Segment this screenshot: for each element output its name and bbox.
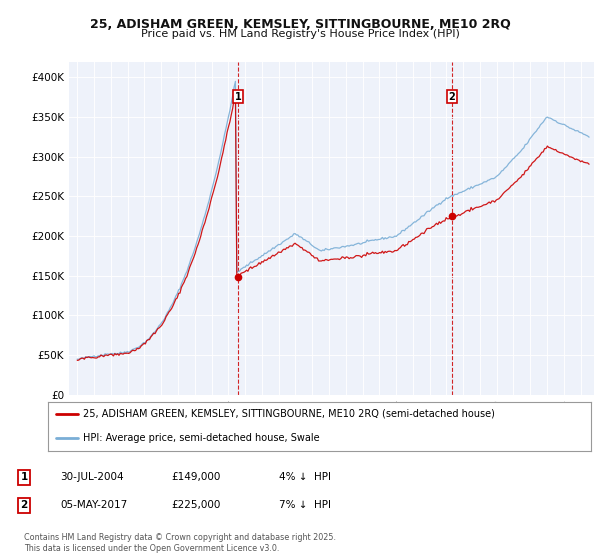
Text: £149,000: £149,000 [171,472,220,482]
Text: 2: 2 [449,92,455,101]
Text: 05-MAY-2017: 05-MAY-2017 [60,500,127,510]
Text: £225,000: £225,000 [171,500,220,510]
Text: 1: 1 [20,472,28,482]
Text: 4% ↓  HPI: 4% ↓ HPI [279,472,331,482]
Text: HPI: Average price, semi-detached house, Swale: HPI: Average price, semi-detached house,… [83,433,320,444]
Text: 7% ↓  HPI: 7% ↓ HPI [279,500,331,510]
Text: Price paid vs. HM Land Registry's House Price Index (HPI): Price paid vs. HM Land Registry's House … [140,29,460,39]
Text: 30-JUL-2004: 30-JUL-2004 [60,472,124,482]
Text: 25, ADISHAM GREEN, KEMSLEY, SITTINGBOURNE, ME10 2RQ: 25, ADISHAM GREEN, KEMSLEY, SITTINGBOURN… [89,18,511,31]
Text: 2: 2 [20,500,28,510]
Text: 25, ADISHAM GREEN, KEMSLEY, SITTINGBOURNE, ME10 2RQ (semi-detached house): 25, ADISHAM GREEN, KEMSLEY, SITTINGBOURN… [83,409,495,419]
Text: Contains HM Land Registry data © Crown copyright and database right 2025.
This d: Contains HM Land Registry data © Crown c… [24,533,336,553]
Text: 1: 1 [235,92,241,101]
